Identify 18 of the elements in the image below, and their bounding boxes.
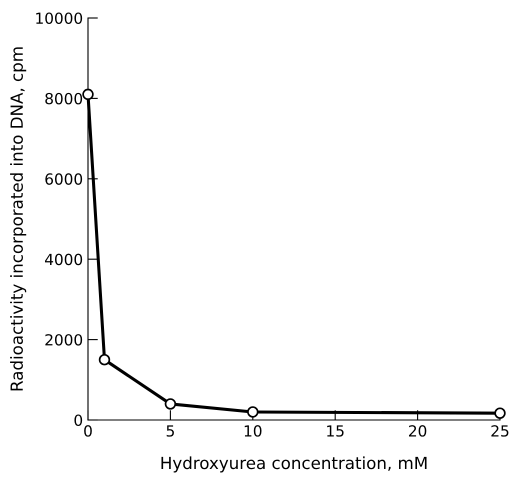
point bbox=[98, 354, 110, 366]
x-tick-label: 25 bbox=[491, 425, 508, 437]
x-tick-label: 0 bbox=[84, 425, 92, 437]
x-tick-label: 15 bbox=[327, 425, 344, 437]
point bbox=[82, 88, 94, 100]
y-tick-label: 10000 bbox=[36, 12, 82, 24]
x-tick-label: 20 bbox=[409, 425, 426, 437]
x-axis-title: Hydroxyurea concentration, mM bbox=[161, 456, 427, 472]
y-tick-label: 8000 bbox=[45, 92, 82, 104]
y-tick-label: 4000 bbox=[45, 254, 82, 266]
y-tick-label: 0 bbox=[74, 414, 82, 426]
y-axis-title: Radioactivity incorporated into DNA, cpm bbox=[10, 47, 26, 390]
y-tick-label: 6000 bbox=[45, 173, 82, 185]
x-tick-label: 10 bbox=[244, 425, 262, 437]
point bbox=[247, 406, 258, 418]
point bbox=[164, 398, 176, 410]
x-tick-label: 5 bbox=[166, 425, 174, 437]
y-tick-label: 2000 bbox=[45, 334, 82, 346]
